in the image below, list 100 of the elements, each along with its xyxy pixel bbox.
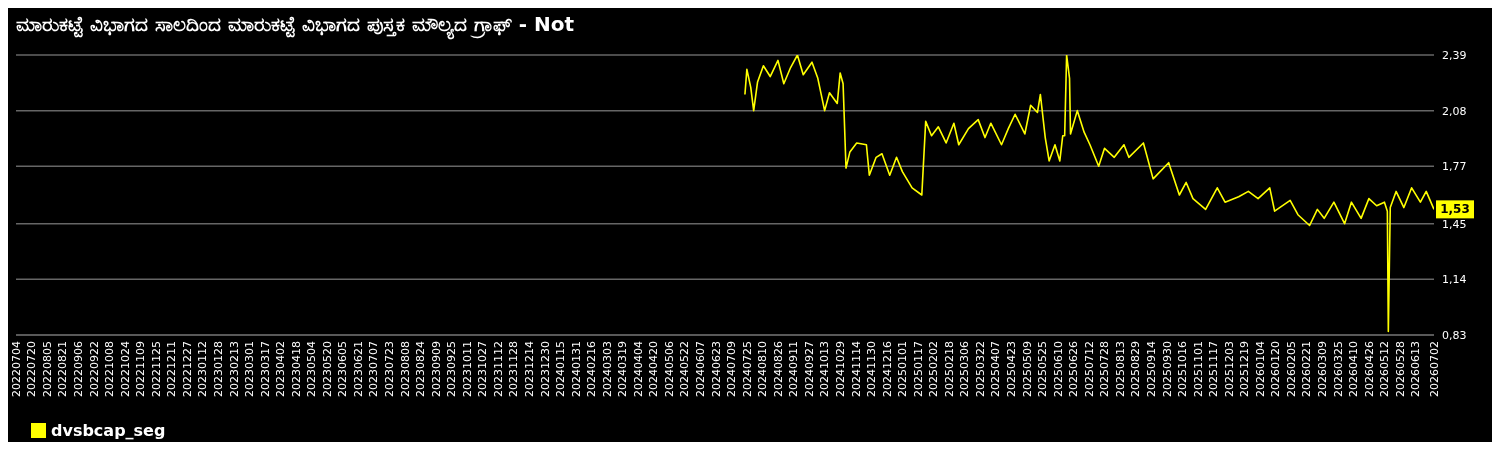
x-tick-label: 20241013 (818, 341, 832, 397)
x-tick-label: 20240131 (569, 341, 583, 397)
x-tick-label: 20240607 (694, 341, 708, 397)
x-tick-label: 20240522 (678, 341, 692, 397)
x-tick-label: 20250610 (1051, 341, 1065, 397)
x-tick-label: 20250813 (1113, 341, 1127, 397)
x-tick-label: 20230824 (414, 341, 428, 397)
x-tick-label: 20220821 (56, 341, 70, 397)
x-tick-label: 20230707 (367, 341, 381, 397)
x-tick-label: 20230925 (445, 341, 459, 397)
x-tick-label: 20240810 (756, 341, 770, 397)
y-tick-label: 1,77 (1442, 160, 1467, 174)
x-tick-label: 20221125 (149, 341, 163, 397)
x-tick-label: 20240115 (554, 341, 568, 397)
x-tick-label: 20230418 (289, 341, 303, 397)
x-tick-label: 20240420 (647, 341, 661, 397)
y-tick-label: 0,83 (1442, 328, 1467, 342)
x-tick-label: 20260426 (1362, 341, 1376, 397)
x-tick-label: 20251219 (1238, 341, 1252, 397)
x-tick-label: 20241216 (880, 341, 894, 397)
x-tick-label: 20250407 (989, 341, 1003, 397)
legend-label: dvsbcap_seg (51, 421, 166, 440)
x-tick-label: 20251117 (1207, 341, 1221, 397)
x-tick-label: 20240725 (740, 341, 754, 397)
x-tick-label: 20221109 (134, 341, 148, 397)
x-tick-label: 20230520 (320, 341, 334, 397)
x-tick-label: 20260512 (1378, 341, 1392, 397)
annotation: 1,53 (1440, 202, 1470, 217)
x-tick-label: 20230128 (211, 341, 225, 397)
x-tick-label: 20250117 (911, 341, 925, 397)
x-tick-label: 20250829 (1129, 341, 1143, 397)
x-tick-label: 20260613 (1409, 341, 1423, 397)
x-tick-label: 20250101 (896, 341, 910, 397)
x-tick-label: 20231112 (491, 341, 505, 397)
x-tick-label: 20231128 (507, 341, 521, 397)
x-tick-label: 20240623 (709, 341, 723, 397)
x-tick-label: 20230723 (383, 341, 397, 397)
x-tick-label: 20241130 (865, 341, 879, 397)
x-tick-label: 20260325 (1331, 341, 1345, 397)
y-tick-label: 1,14 (1442, 273, 1467, 287)
x-tick-label: 20220906 (72, 341, 86, 397)
x-tick-label: 20220720 (25, 341, 39, 397)
x-tick-label: 20240319 (616, 341, 630, 397)
x-tick-label: 20230621 (351, 341, 365, 397)
x-tick-label: 20220805 (40, 341, 54, 397)
x-tick-label: 20250218 (942, 341, 956, 397)
x-tick-label: 20250728 (1098, 341, 1112, 397)
x-tick-label: 20220704 (9, 341, 23, 397)
x-tick-label: 20250712 (1082, 341, 1096, 397)
x-tick-label: 20260410 (1347, 341, 1361, 397)
x-tick-label: 20260104 (1253, 341, 1267, 397)
x-tick-label: 20250423 (1005, 341, 1019, 397)
x-tick-label: 20240911 (787, 341, 801, 397)
x-tick-label: 20221024 (118, 341, 132, 397)
x-tick-label: 20241114 (849, 341, 863, 397)
x-tick-label: 20250322 (973, 341, 987, 397)
x-tick-label: 20240826 (771, 341, 785, 397)
x-tick-label: 20260528 (1393, 341, 1407, 397)
x-tick-label: 20231027 (476, 341, 490, 397)
x-tick-label: 20230402 (274, 341, 288, 397)
x-tick-label: 20230213 (227, 341, 241, 397)
x-tick-label: 20250930 (1160, 341, 1174, 397)
y-tick-label: 2,08 (1442, 104, 1467, 118)
x-tick-label: 20250306 (958, 341, 972, 397)
x-tick-label: 20240506 (662, 341, 676, 397)
x-tick-label: 20240709 (725, 341, 739, 397)
x-tick-label: 20231011 (460, 341, 474, 397)
x-tick-label: 20260702 (1427, 341, 1441, 397)
x-tick-label: 20230605 (336, 341, 350, 397)
x-tick-label: 20250914 (1144, 341, 1158, 397)
x-tick-label: 20240927 (802, 341, 816, 397)
x-tick-label: 20230504 (305, 341, 319, 397)
x-tick-label: 20230808 (398, 341, 412, 397)
x-tick-label: 20240216 (585, 341, 599, 397)
x-tick-label: 20230909 (429, 341, 443, 397)
x-tick-label: 20241029 (833, 341, 847, 397)
x-tick-label: 20260221 (1300, 341, 1314, 397)
x-tick-label: 20251203 (1222, 341, 1236, 397)
x-tick-label: 20250626 (1067, 341, 1081, 397)
x-tick-label: 20230112 (196, 341, 210, 397)
x-tick-label: 20250509 (1020, 341, 1034, 397)
x-tick-label: 20231230 (538, 341, 552, 397)
x-tick-label: 20240404 (631, 341, 645, 397)
x-tick-label: 20230301 (243, 341, 257, 397)
x-tick-label: 20260205 (1284, 341, 1298, 397)
x-tick-label: 20231214 (522, 341, 536, 397)
x-tick-label: 20250525 (1036, 341, 1050, 397)
x-tick-label: 20250202 (927, 341, 941, 397)
x-tick-label: 20240303 (600, 341, 614, 397)
x-tick-label: 20260120 (1269, 341, 1283, 397)
x-tick-label: 20221008 (103, 341, 117, 397)
x-tick-label: 20260309 (1316, 341, 1330, 397)
y-tick-label: 1,45 (1442, 217, 1467, 231)
x-tick-label: 20220922 (87, 341, 101, 397)
x-tick-label: 20251101 (1191, 341, 1205, 397)
x-tick-label: 20230317 (258, 341, 272, 397)
x-tick-label: 20221227 (180, 341, 194, 397)
y-tick-label: 2,39 (1442, 48, 1467, 62)
x-tick-label: 20221211 (165, 341, 179, 397)
x-tick-label: 20251016 (1176, 341, 1190, 397)
